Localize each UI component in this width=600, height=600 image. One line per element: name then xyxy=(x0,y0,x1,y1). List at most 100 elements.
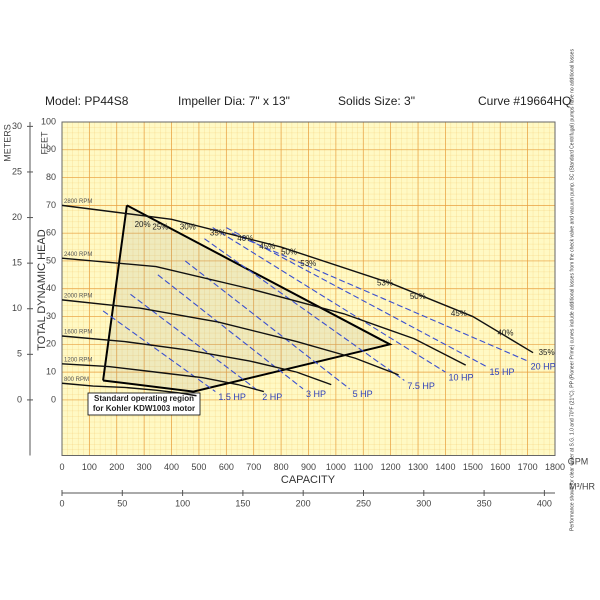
y-tick-label: 50 xyxy=(46,255,56,265)
x2-tick-label: 150 xyxy=(235,498,250,508)
hp-line xyxy=(212,227,446,373)
rpm-curve xyxy=(61,204,534,354)
y-unit: FEET xyxy=(39,131,49,155)
y-tick-label: 40 xyxy=(46,283,56,293)
y-tick-label: 20 xyxy=(46,339,56,349)
x-tick-label: 1100 xyxy=(354,462,373,472)
hp-label: 3 HP xyxy=(306,389,326,399)
rpm-curve xyxy=(61,257,467,366)
hp-label: 5 HP xyxy=(353,389,373,399)
region-label-box xyxy=(87,392,201,416)
rpm-label: 800 RPM xyxy=(64,377,89,383)
y2-tick-label: 0 xyxy=(17,394,22,404)
hp-label: 7.5 HP xyxy=(407,381,435,391)
y2-tick-label: 30 xyxy=(12,121,22,131)
y-tick-label: 30 xyxy=(46,311,56,321)
efficiency-label: 45% xyxy=(259,242,275,251)
operating-region xyxy=(102,204,393,393)
x2-tick-label: 350 xyxy=(477,498,492,508)
y2-tick-label: 15 xyxy=(12,258,22,268)
note: Performance shown for clear water at S.G… xyxy=(569,49,575,531)
operating-region-edge xyxy=(102,205,128,381)
rpm-curve xyxy=(61,363,265,393)
x2-tick-label: 400 xyxy=(537,498,552,508)
y2-tick-label: 20 xyxy=(12,212,22,222)
efficiency-label: 30% xyxy=(180,223,196,232)
x-tick-label: 600 xyxy=(219,462,234,472)
rpm-curve xyxy=(61,382,197,397)
hp-line xyxy=(204,238,405,381)
x-tick-label: 300 xyxy=(137,462,152,472)
hp-line xyxy=(226,227,487,368)
hp-label: 1.5 HP xyxy=(218,392,246,402)
y-tick-label: 100 xyxy=(41,116,56,126)
x-tick-label: 1300 xyxy=(408,462,428,472)
rpm-curve xyxy=(61,299,399,376)
x-tick-label: 200 xyxy=(109,462,124,472)
rpm-label: 2400 RPM xyxy=(64,252,92,258)
region-label: for Kohler KDW1003 motor xyxy=(93,404,195,413)
y2-tick-label: 5 xyxy=(17,349,22,359)
x2-tick-label: 200 xyxy=(296,498,311,508)
x-tick-label: 1600 xyxy=(490,462,510,472)
rpm-curve xyxy=(61,335,332,386)
x-tick-label: 1200 xyxy=(381,462,401,472)
x-unit: GPM xyxy=(568,456,589,466)
y2-tick-label: 25 xyxy=(12,166,22,176)
x-tick-label: 1500 xyxy=(463,462,483,472)
x2-tick-label: 0 xyxy=(59,498,64,508)
y-tick-label: 10 xyxy=(46,367,56,377)
efficiency-label: 40% xyxy=(237,234,253,243)
efficiency-label: 25% xyxy=(152,223,168,232)
x-tick-label: 1400 xyxy=(435,462,455,472)
efficiency-label: 50% xyxy=(410,292,426,301)
x-tick-label: 1000 xyxy=(326,462,346,472)
hp-label: 20 HP xyxy=(531,361,556,371)
x-tick-label: 900 xyxy=(301,462,316,472)
y-axis-title: TOTAL DYNAMIC HEAD xyxy=(36,229,48,350)
hp-line xyxy=(157,274,304,390)
x2-tick-label: 50 xyxy=(117,498,127,508)
plot-frame xyxy=(61,121,556,456)
header-model: Model: PP44S8 xyxy=(45,94,129,108)
header-solids: Solids Size: 3" xyxy=(338,94,415,108)
x-tick-label: 100 xyxy=(82,462,97,472)
hp-label: 10 HP xyxy=(448,373,473,383)
hp-line xyxy=(102,310,216,393)
hp-label: 2 HP xyxy=(262,392,282,402)
x-tick-label: 500 xyxy=(191,462,206,472)
rpm-label: 1600 RPM xyxy=(64,330,92,336)
region-label: Standard operating region xyxy=(94,394,194,403)
header-impeller: Impeller Dia: 7" x 13" xyxy=(178,94,290,108)
efficiency-label: 40% xyxy=(497,328,513,337)
efficiency-label: 50% xyxy=(281,248,297,257)
x2-unit: M³/HR xyxy=(569,481,595,491)
x-tick-label: 1800 xyxy=(545,462,565,472)
x-tick-label: 1700 xyxy=(518,462,538,472)
x-tick-label: 800 xyxy=(274,462,289,472)
efficiency-label: 53% xyxy=(300,259,316,268)
x-tick-label: 0 xyxy=(59,462,64,472)
x2-tick-label: 250 xyxy=(356,498,371,508)
y2-tick-label: 10 xyxy=(12,303,22,313)
x-axis-title: CAPACITY xyxy=(281,474,336,486)
hp-line xyxy=(184,260,350,390)
efficiency-label: 35% xyxy=(210,228,226,237)
x2-tick-label: 100 xyxy=(175,498,190,508)
x2-tick-label: 300 xyxy=(416,498,431,508)
efficiency-label: 20% xyxy=(135,220,151,229)
y-tick-label: 80 xyxy=(46,172,56,182)
hp-label: 15 HP xyxy=(490,367,515,377)
y2-unit: METERS xyxy=(2,124,12,162)
rpm-label: 2000 RPM xyxy=(64,293,92,299)
efficiency-label: 53% xyxy=(377,278,393,287)
y-tick-label: 90 xyxy=(46,144,56,154)
x-tick-label: 400 xyxy=(164,462,179,472)
efficiency-label: 35% xyxy=(539,348,555,357)
rpm-label: 1200 RPM xyxy=(64,357,92,363)
x-tick-label: 700 xyxy=(246,462,261,472)
rpm-label: 2800 RPM xyxy=(64,199,92,205)
efficiency-label: 45% xyxy=(451,309,467,318)
y-tick-label: 70 xyxy=(46,200,56,210)
